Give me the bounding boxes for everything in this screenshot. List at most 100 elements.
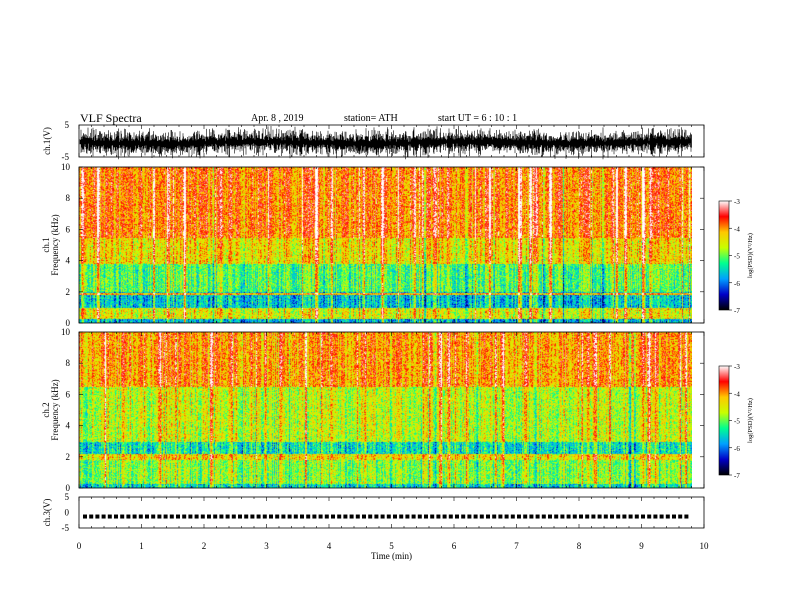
ch3-signal-mark <box>306 514 311 519</box>
ch3-signal-mark <box>157 514 162 519</box>
ch3-signal-mark <box>145 514 149 519</box>
ch3-signal-mark <box>89 514 94 519</box>
ch3-signal-mark <box>436 514 441 519</box>
colorbar-label: log(PSD)(V²/Hz) <box>747 398 754 443</box>
time-tick-label: 10 <box>700 541 710 551</box>
ch3-signal-mark <box>684 514 689 519</box>
ch3-signal-mark <box>287 514 292 519</box>
ch3-signal-mark <box>566 514 571 519</box>
ch3-waveform-panel: 5 0 -5 ch.3(V) <box>42 492 705 533</box>
ch3-signal-mark <box>610 514 614 519</box>
freq-tick-label: 4 <box>66 256 71 266</box>
ch3-ytick-label: 5 <box>65 492 70 502</box>
ch3-signal-mark <box>293 514 298 519</box>
ch3-signal-mark <box>374 514 379 519</box>
ch3-signal-mark <box>262 514 267 519</box>
ch3-signal-mark <box>455 514 459 519</box>
ch3-signal-mark <box>411 514 416 519</box>
ch3-signal-mark <box>517 514 521 519</box>
ch3-signal-mark <box>572 514 577 519</box>
freq-tick-label: 2 <box>66 287 71 297</box>
ch3-signal-mark <box>523 514 528 519</box>
ch3-signal-mark <box>200 514 205 519</box>
ch3-signal-mark <box>585 514 590 519</box>
ch3-signal-mark <box>647 514 652 519</box>
ch3-signal-mark <box>659 514 664 519</box>
ch3-signal-mark <box>256 514 261 519</box>
time-axis-label: Time (min) <box>371 551 412 561</box>
ch3-signal-mark <box>603 514 608 519</box>
ch3-signal-mark <box>504 514 509 519</box>
spectrogram-image <box>79 167 692 323</box>
colorbar-tick-label: -3 <box>734 198 740 206</box>
freq-tick-label: 10 <box>61 327 71 337</box>
ch3-signal-mark <box>107 514 112 519</box>
channel-label: ch.2 <box>41 402 51 417</box>
ch3-signal-mark <box>529 514 534 519</box>
time-tick-label: 0 <box>77 541 82 551</box>
start-time-label: start UT = 6 : 10 : 1 <box>438 113 518 124</box>
ch3-signal-mark <box>324 514 329 519</box>
ch3-signal-mark <box>269 514 273 519</box>
ch1-waveform-trace <box>79 125 692 160</box>
ch3-signal-mark <box>498 514 503 519</box>
colorbar-gradient <box>718 365 730 476</box>
colorbar-tick-label: -5 <box>734 253 740 261</box>
ch1-colorbar: -3 -4 -5 -6 -7 log(PSD)(V²/Hz) <box>718 198 754 315</box>
ch3-signal-mark <box>486 514 490 519</box>
freq-tick-label: 4 <box>66 421 71 431</box>
ch1-spectrogram-panel: 0 2 4 6 8 10 ch.1 Frequency (kHz) <box>41 162 705 328</box>
colorbar-tick-label: -7 <box>734 472 740 480</box>
ch3-signal-mark <box>393 514 397 519</box>
freq-tick-label: 8 <box>66 193 71 203</box>
ch3-signal-mark <box>219 514 224 519</box>
ch3-signal-mark <box>132 514 137 519</box>
ch3-signal-mark <box>337 514 342 519</box>
ch3-signal-mark <box>386 514 391 519</box>
ch3-signal-mark <box>151 514 156 519</box>
ch3-signal-mark <box>312 514 317 519</box>
ch3-signal-mark <box>641 514 645 519</box>
ch3-signal-mark <box>622 514 627 519</box>
date-label: Apr. 8 , 2019 <box>251 113 304 124</box>
ch2-colorbar: -3 -4 -5 -6 -7 log(PSD)(V²/Hz) <box>718 363 754 480</box>
ch3-signal-mark <box>281 514 286 519</box>
ch3-signal-mark <box>368 514 373 519</box>
ch3-signal-mark <box>163 514 168 519</box>
freq-tick-label: 6 <box>66 224 71 234</box>
spectrogram-image <box>79 332 692 488</box>
time-tick-label: 8 <box>577 541 582 551</box>
ch1-ylabel: ch.1(V) <box>42 127 52 155</box>
colorbar-tick-label: -6 <box>734 445 740 453</box>
colorbar-tick-label: -7 <box>734 307 740 315</box>
ch3-signal-mark <box>442 514 447 519</box>
colorbar-tick-label: -4 <box>734 225 740 233</box>
time-tick-label: 6 <box>452 541 457 551</box>
frequency-axis-label: Frequency (kHz) <box>50 379 60 440</box>
figure-title: VLF Spectra <box>80 111 142 125</box>
time-tick-label: 7 <box>514 541 519 551</box>
ch3-ytick-label: 0 <box>65 508 70 518</box>
ch3-signal-mark <box>628 514 633 519</box>
ch3-signal-mark <box>331 514 335 519</box>
ch3-signal-mark <box>355 514 360 519</box>
colorbar-tick-label: -3 <box>734 363 740 371</box>
ch3-signal-mark <box>672 514 676 519</box>
ch3-signal-mark <box>225 514 230 519</box>
ch3-signal-mark <box>83 514 87 519</box>
ch3-signal-mark <box>479 514 484 519</box>
ch3-signal-mark <box>238 514 242 519</box>
ch3-signal-mark <box>548 514 552 519</box>
channel-label: ch.1 <box>41 237 51 252</box>
freq-tick-label: 10 <box>61 162 71 172</box>
ch3-signal-mark <box>405 514 410 519</box>
ch3-signal-mark <box>194 514 199 519</box>
ch3-signal-mark <box>95 514 100 519</box>
ch3-signal-mark <box>231 514 236 519</box>
ch3-signal-mark <box>467 514 472 519</box>
colorbar-tick-label: -6 <box>734 280 740 288</box>
ch3-signal-mark <box>250 514 255 519</box>
ch3-ytick-label: -5 <box>62 523 70 533</box>
ch3-signal-mark <box>362 514 366 519</box>
